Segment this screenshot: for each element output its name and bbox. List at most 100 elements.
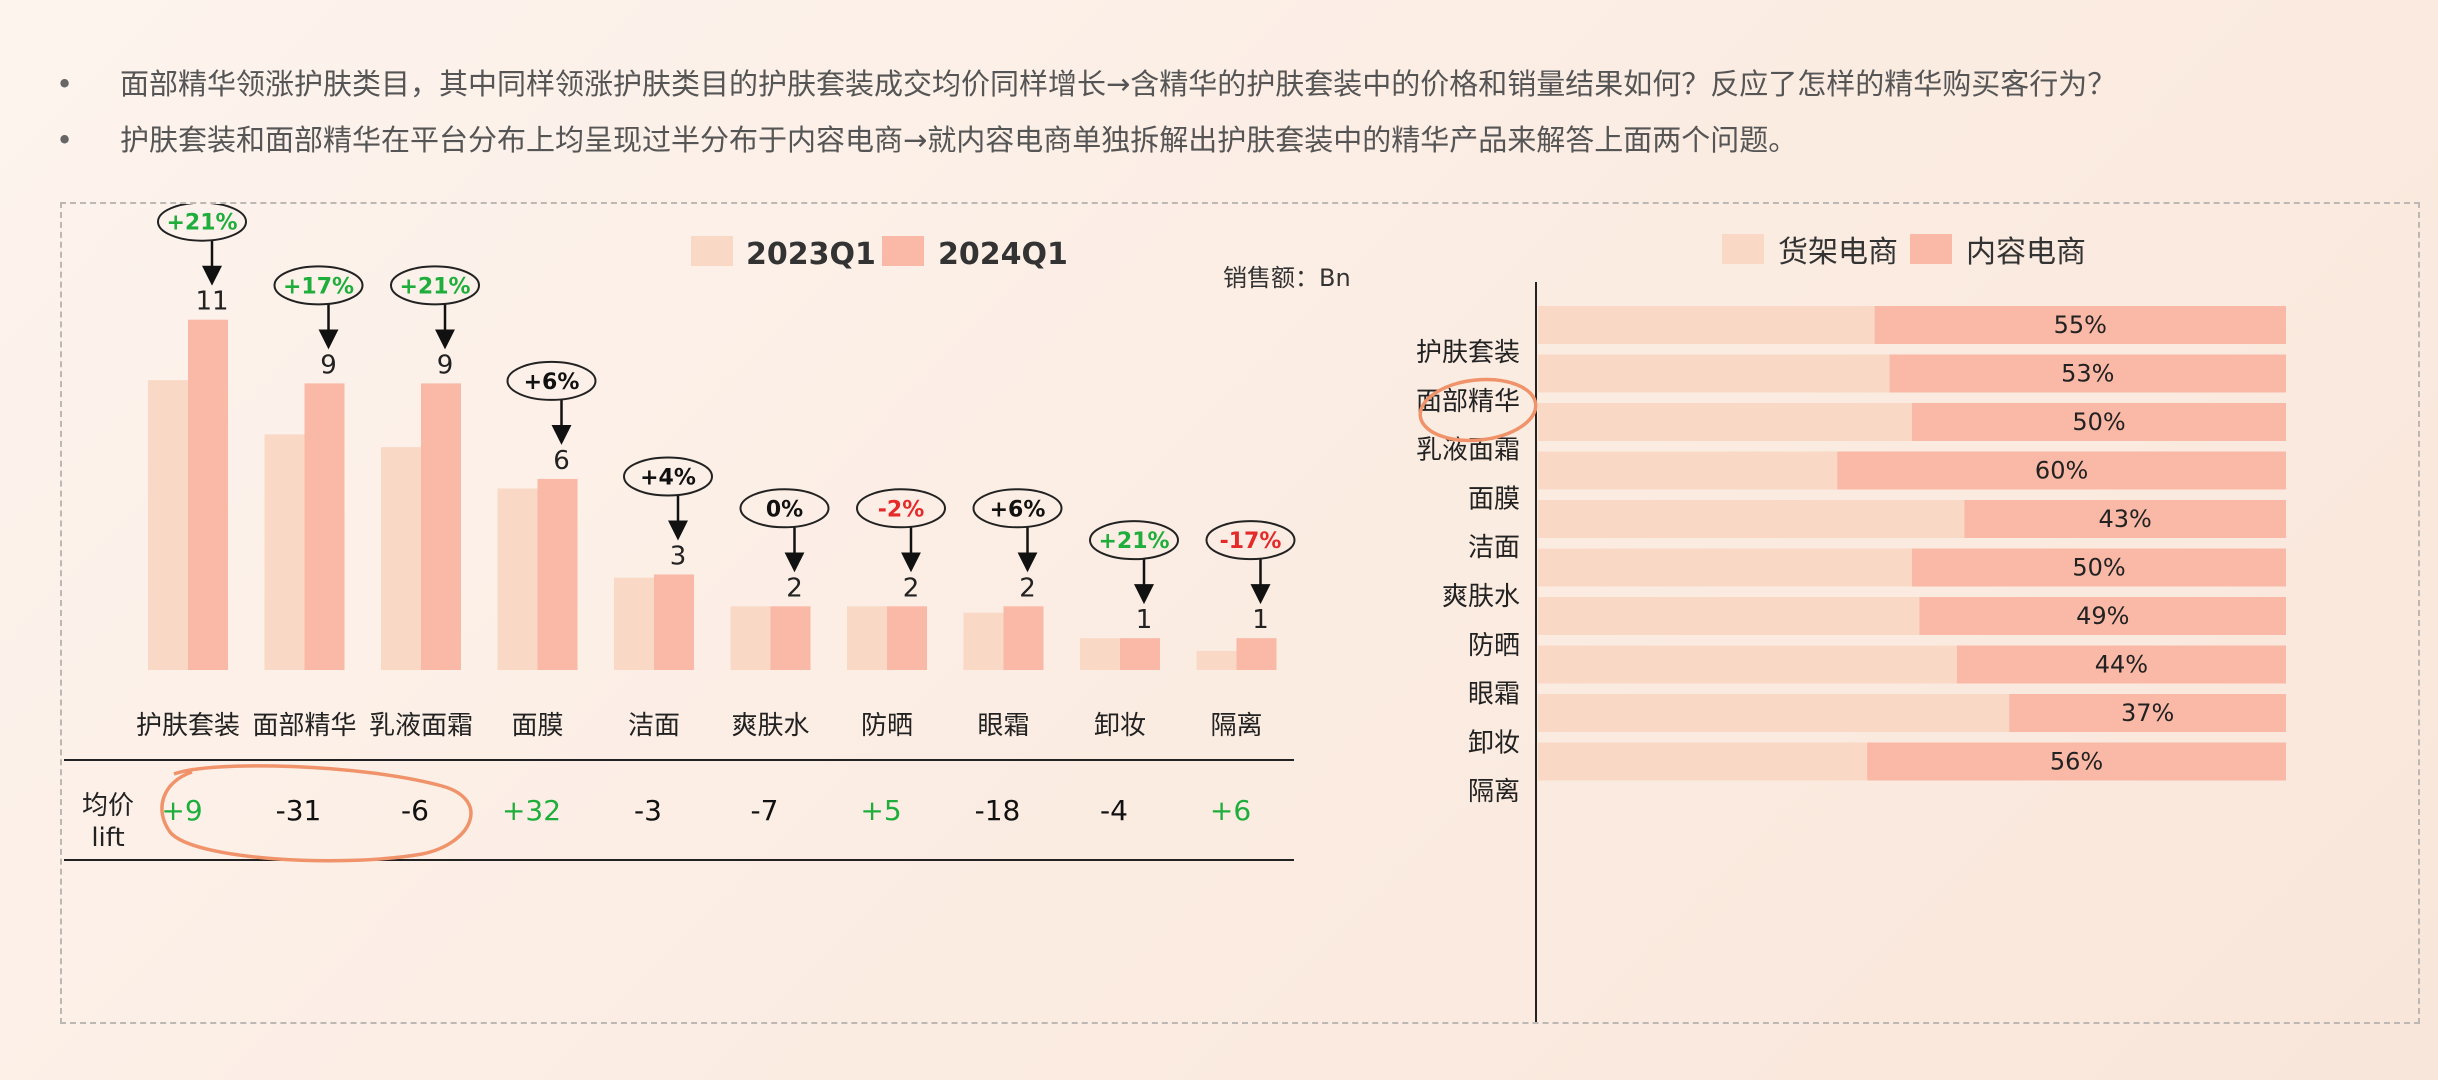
bar-2024q1 bbox=[1120, 638, 1160, 670]
growth-label: +4% bbox=[640, 465, 696, 490]
right-legend: 货架电商 内容电商 bbox=[1722, 234, 2086, 270]
bar-2023q1 bbox=[265, 434, 305, 670]
category-label: 防晒 bbox=[1468, 631, 1520, 661]
lift-value: -31 bbox=[276, 794, 322, 827]
chart-canvas: 2023Q1 2024Q1 销售额：Bn 11+21%护肤套装9+17%面部精华… bbox=[62, 204, 2418, 1022]
content-share-label: 56% bbox=[2050, 748, 2103, 776]
bar-shelf bbox=[1538, 355, 1890, 393]
category-label: 面部精华 bbox=[1416, 387, 1520, 417]
bar-value-label: 1 bbox=[1252, 605, 1269, 635]
bar-2024q1 bbox=[1237, 638, 1277, 670]
bar-value-label: 1 bbox=[1136, 605, 1153, 635]
content-share-label: 55% bbox=[2054, 311, 2107, 339]
category-label: 面部精华 bbox=[252, 711, 356, 741]
growth-label: +6% bbox=[524, 370, 580, 395]
bar-value-label: 6 bbox=[553, 446, 570, 476]
bar-2023q1 bbox=[964, 613, 1004, 670]
category-label: 眼霜 bbox=[977, 711, 1029, 741]
category-label: 护肤套装 bbox=[136, 711, 240, 741]
growth-label: -17% bbox=[1220, 529, 1282, 554]
bar-2024q1 bbox=[887, 606, 927, 670]
category-label: 卸妆 bbox=[1468, 728, 1520, 758]
note-item: • 面部精华领涨护肤类目，其中同样领涨护肤类目的护肤套装成交均价同样增长→含精华… bbox=[56, 56, 2416, 112]
category-label: 面膜 bbox=[511, 711, 563, 741]
growth-label: +6% bbox=[990, 497, 1046, 522]
bar-value-label: 2 bbox=[1019, 573, 1036, 603]
bar-value-label: 2 bbox=[903, 573, 920, 603]
bar-shelf bbox=[1538, 403, 1912, 441]
category-label: 爽肤水 bbox=[731, 711, 809, 741]
bar-2024q1 bbox=[1004, 606, 1044, 670]
content-share-label: 49% bbox=[2076, 602, 2129, 630]
growth-label: +21% bbox=[1098, 529, 1169, 554]
bar-value-label: 2 bbox=[786, 573, 803, 603]
bullet-marker: • bbox=[56, 56, 73, 112]
left-legend: 2023Q1 2024Q1 bbox=[691, 236, 1068, 272]
content-share-label: 60% bbox=[2035, 457, 2088, 485]
bar-2023q1 bbox=[148, 380, 188, 670]
bar-value-label: 9 bbox=[320, 350, 337, 380]
bar-2024q1 bbox=[654, 574, 694, 670]
lift-value: +9 bbox=[161, 794, 202, 827]
notes-list: • 面部精华领涨护肤类目，其中同样领涨护肤类目的护肤套装成交均价同样增长→含精华… bbox=[56, 56, 2416, 168]
growth-label: +21% bbox=[166, 211, 237, 236]
note-item: • 护肤套装和面部精华在平台分布上均呈现过半分布于内容电商→就内容电商单独拆解出… bbox=[56, 112, 2416, 168]
bar-shelf bbox=[1538, 452, 1837, 490]
right-bar-chart: 55%护肤套装53%面部精华50%乳液面霜60%面膜43%洁面50%爽肤水49%… bbox=[1416, 306, 2286, 807]
legend-label-shelf: 货架电商 bbox=[1778, 235, 1898, 270]
bar-shelf bbox=[1538, 694, 2009, 732]
lift-value: +6 bbox=[1210, 794, 1251, 827]
category-label: 乳液面霜 bbox=[369, 711, 473, 741]
legend-swatch-2024q1 bbox=[882, 236, 924, 266]
bar-value-label: 11 bbox=[195, 287, 228, 317]
bar-value-label: 9 bbox=[437, 350, 454, 380]
lift-row: +9 -31 -6 +32 -3 -7 +5 -18 -4 +6 bbox=[161, 794, 1251, 827]
lift-label-line2: lift bbox=[91, 823, 124, 853]
lift-value: -18 bbox=[975, 794, 1021, 827]
category-label: 隔离 bbox=[1210, 711, 1262, 741]
lift-value: -4 bbox=[1100, 794, 1128, 827]
content-share-label: 53% bbox=[2061, 360, 2114, 388]
content-share-label: 44% bbox=[2095, 651, 2148, 679]
bar-2023q1 bbox=[731, 606, 771, 670]
growth-label: 0% bbox=[766, 497, 803, 522]
bar-2024q1 bbox=[188, 320, 228, 670]
note-text: 面部精华领涨护肤类目，其中同样领涨护肤类目的护肤套装成交均价同样增长→含精华的护… bbox=[120, 56, 2116, 112]
bar-2024q1 bbox=[538, 479, 578, 670]
bar-value-label: 3 bbox=[670, 541, 687, 571]
bar-shelf bbox=[1538, 306, 1875, 344]
bar-2023q1 bbox=[381, 447, 421, 670]
bar-shelf bbox=[1538, 646, 1957, 684]
category-label: 护肤套装 bbox=[1416, 338, 1520, 368]
growth-label: +21% bbox=[399, 274, 470, 299]
bar-2024q1 bbox=[305, 383, 345, 670]
category-label: 洁面 bbox=[628, 711, 680, 741]
lift-value: -6 bbox=[401, 794, 429, 827]
note-text: 护肤套装和面部精华在平台分布上均呈现过半分布于内容电商→就内容电商单独拆解出护肤… bbox=[120, 112, 1797, 168]
category-label: 洁面 bbox=[1468, 533, 1520, 563]
legend-swatch-2023q1 bbox=[691, 236, 733, 266]
category-label: 隔离 bbox=[1468, 777, 1520, 807]
left-bar-chart: 11+21%护肤套装9+17%面部精华9+21%乳液面霜6+6%面膜3+4%洁面… bbox=[136, 204, 1295, 741]
lift-value: +5 bbox=[860, 794, 901, 827]
bar-2023q1 bbox=[498, 488, 538, 670]
category-label: 爽肤水 bbox=[1442, 582, 1520, 612]
lift-label-line1: 均价 bbox=[82, 791, 134, 821]
lift-value: -7 bbox=[751, 794, 779, 827]
bullet-marker: • bbox=[56, 112, 73, 168]
category-label: 眼霜 bbox=[1468, 680, 1520, 710]
unit-note: 销售额：Bn bbox=[1223, 264, 1351, 292]
legend-label-2023q1: 2023Q1 bbox=[746, 237, 876, 272]
category-label: 卸妆 bbox=[1094, 711, 1146, 741]
category-label: 面膜 bbox=[1468, 484, 1520, 514]
bar-2023q1 bbox=[614, 578, 654, 670]
category-label: 防晒 bbox=[861, 711, 913, 741]
bar-2024q1 bbox=[771, 606, 811, 670]
content-share-label: 43% bbox=[2099, 505, 2152, 533]
bar-2024q1 bbox=[421, 383, 461, 670]
chart-panel: 2023Q1 2024Q1 销售额：Bn 11 +21% 护肤套装 9 +17% 面部精华… bbox=[60, 202, 2420, 1024]
legend-swatch-content bbox=[1910, 234, 1952, 264]
growth-label: -2% bbox=[878, 497, 924, 522]
legend-label-content: 内容电商 bbox=[1966, 235, 2086, 270]
content-share-label: 50% bbox=[2072, 408, 2125, 436]
